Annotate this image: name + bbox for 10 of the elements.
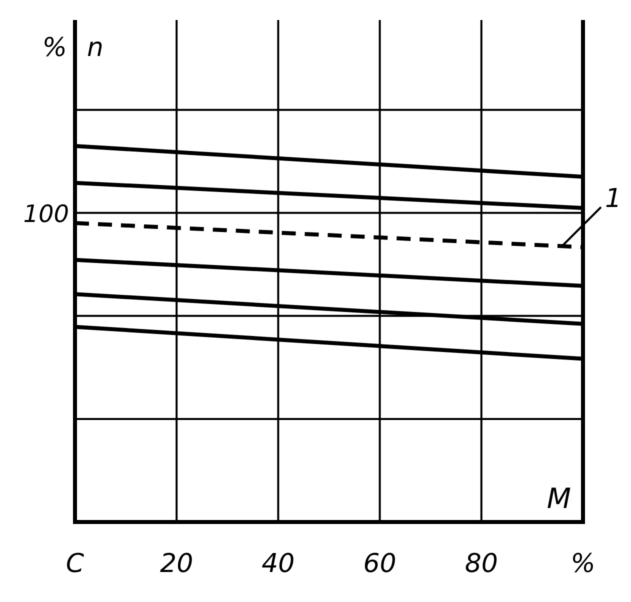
series-label: 1 xyxy=(605,184,622,214)
x-tick-label: 20 xyxy=(160,549,194,579)
x-tick-label: 80 xyxy=(464,549,498,579)
y-axis-title: % n xyxy=(42,33,104,63)
x-tick-label: C xyxy=(66,549,85,579)
text: 100 xyxy=(23,200,69,228)
x-tick-label: 60 xyxy=(363,549,396,579)
x-tick-label: 40 xyxy=(262,549,295,579)
x-tick-label: % xyxy=(570,549,596,579)
x-axis-title: M xyxy=(546,482,571,515)
